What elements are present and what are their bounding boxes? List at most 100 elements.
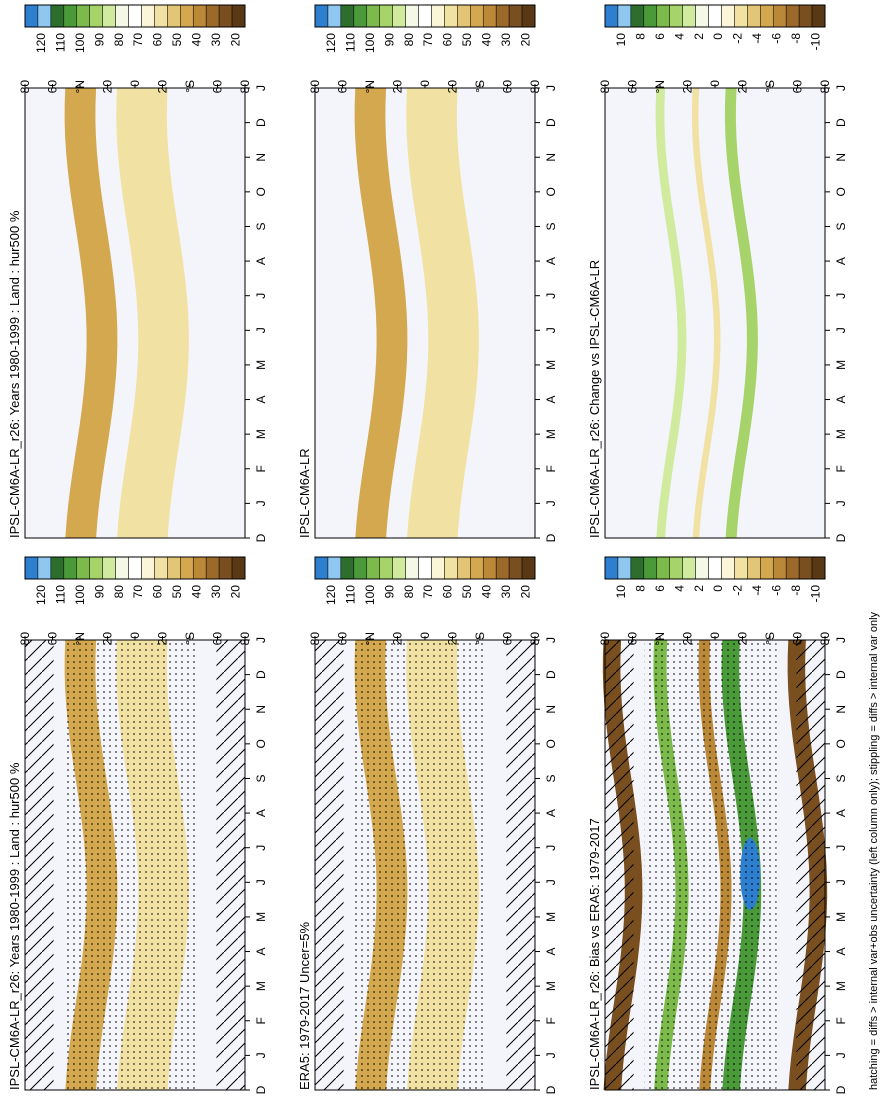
hatching-overlay [796,640,825,1090]
lat-tick-label: 0 [128,80,142,87]
colorbar-cell [470,4,484,28]
colorbar-cell [521,4,536,28]
colorbar-tick-label: 20 [518,585,532,599]
colorbar-tick-label: 120 [324,33,338,53]
lat-tick-label: 20 [101,632,115,646]
month-tick-label: F [544,1017,558,1024]
colorbar-tick-label: 120 [34,33,48,53]
month-tick-label: J [254,500,268,506]
colorbar-tick-label: 120 [324,585,338,605]
colorbar-cell [508,4,523,28]
colorbar-cell [392,556,406,580]
month-tick-label: J [834,500,848,506]
colorbar-cell [340,4,355,28]
colorbar-cell [470,556,484,580]
colorbar-cell [141,556,155,580]
colorbar-tick-label: 2 [692,585,706,592]
lat-tick-label: °S [473,80,487,93]
month-tick-label: J [834,85,848,91]
colorbar-cell [656,4,670,28]
colorbar-cell [405,4,419,28]
colorbar-cell [154,556,168,580]
lat-tick-label: 20 [681,80,695,94]
colorbar-frame [314,556,536,580]
month-tick-label: F [254,465,268,472]
lat-tick-label: 60 [211,632,225,646]
month-tick-label: J [544,327,558,333]
month-tick-label: D [544,670,558,679]
month-tick-label: J [254,637,268,643]
month-tick-label: S [254,222,268,230]
month-tick-label: J [544,500,558,506]
month-tick-label: M [834,429,848,439]
colorbar-tick-label: 80 [112,585,126,599]
colorbar-tick-label: 0 [711,33,725,40]
month-tick-label: A [834,948,848,956]
colorbar-cell [521,556,536,580]
colorbar-cell [721,556,735,580]
colorbar-cell [785,556,800,580]
colorbar-tick-label: 60 [441,585,455,599]
colorbar-cell [353,556,368,580]
colorbar-tick-label: 30 [499,33,513,47]
colorbar-cell [457,556,471,580]
month-tick-label: A [254,948,268,956]
month-tick-label: M [544,912,558,922]
colorbar-cell [495,556,510,580]
colorbar-cell [431,4,445,28]
colorbar-cell [695,556,709,580]
colorbar-cell [418,4,432,28]
colorbar-tick-label: 6 [653,33,667,40]
panel-title: IPSL-CM6A-LR_r26: Bias vs ERA5: 1979-201… [587,818,602,1090]
colorbar-cell [115,556,129,580]
lat-tick-label: 0 [418,80,432,87]
lat-tick-label: 20 [446,632,460,646]
lat-tick-label: °N [73,632,87,645]
colorbar-cell [192,556,207,580]
lat-tick-label: 60 [791,80,805,94]
month-tick-label: F [254,1017,268,1024]
lat-tick-label: 80 [528,80,542,94]
month-tick-label: S [544,774,558,782]
colorbar-cell [604,4,619,28]
lat-tick-label: 60 [501,80,515,94]
colorbar-tick-label: 8 [634,585,648,592]
colorbar-frame [24,4,246,28]
hatching-overlay [605,640,634,1090]
month-tick-label: N [834,153,848,162]
colorbar-tick-label: 4 [672,33,686,40]
colorbar-cell [444,556,458,580]
colorbar-tick-label: 70 [421,33,435,47]
month-tick-label: J [254,879,268,885]
colorbar-cell [366,4,380,28]
colorbar-tick-label: 50 [460,33,474,47]
colorbar-cell [811,4,826,28]
lat-tick-label: 80 [598,80,612,94]
lat-tick-label: 80 [818,632,832,646]
lat-tick-label: °N [653,632,667,645]
contour-band [691,88,721,538]
colorbar-cell [604,556,619,580]
footer-caption: hatching = diffs > internal var+obs unce… [868,611,880,1090]
month-tick-label: J [544,637,558,643]
colorbar-tick-label: -2 [731,585,745,596]
month-tick-label: J [544,85,558,91]
lat-tick-label: 80 [18,632,32,646]
month-tick-label: J [254,1052,268,1058]
lat-tick-label: 60 [791,632,805,646]
month-tick-label: A [544,809,558,817]
month-tick-label: N [254,705,268,714]
month-tick-label: D [254,118,268,127]
colorbar-cell [682,556,696,580]
colorbar-cell [128,4,142,28]
colorbar-cell [37,4,52,28]
month-tick-label: N [544,153,558,162]
lat-tick-label: 60 [46,80,60,94]
month-tick-label: A [544,396,558,404]
colorbar-cell [154,4,168,28]
lat-tick-label: 60 [46,632,60,646]
month-tick-label: J [544,879,558,885]
colorbar-cell [643,556,658,580]
